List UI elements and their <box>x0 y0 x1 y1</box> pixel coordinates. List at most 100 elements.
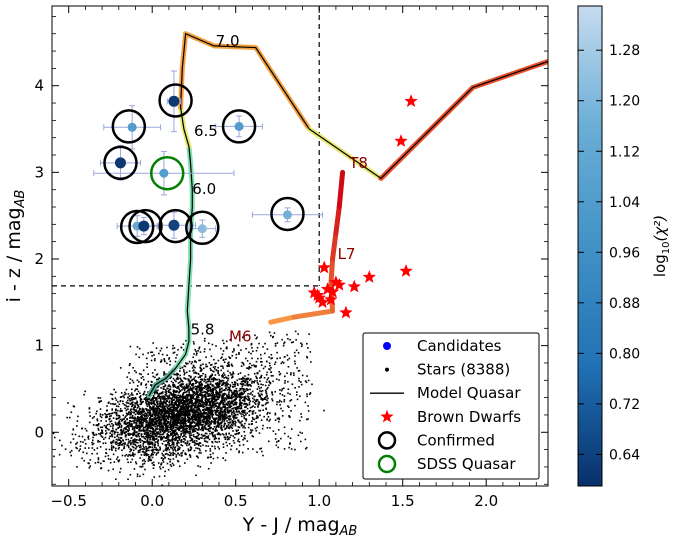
field-star <box>125 434 127 437</box>
field-star <box>117 423 120 426</box>
field-star <box>182 411 185 414</box>
field-star <box>139 444 142 447</box>
field-star <box>180 427 183 429</box>
field-star <box>214 403 217 406</box>
field-star <box>169 439 172 442</box>
field-star <box>306 355 308 358</box>
field-star <box>123 431 125 434</box>
field-star <box>161 429 164 431</box>
field-star <box>251 423 253 425</box>
field-star <box>188 405 191 408</box>
field-star <box>188 384 191 386</box>
field-star <box>260 447 263 450</box>
field-star <box>183 377 185 379</box>
field-star <box>174 360 177 363</box>
field-star <box>227 406 230 408</box>
field-star <box>208 418 211 420</box>
field-star <box>162 427 164 430</box>
field-star <box>142 411 144 414</box>
field-star <box>197 396 200 399</box>
field-star <box>180 419 183 421</box>
field-star <box>291 341 293 344</box>
field-star <box>161 415 163 418</box>
field-star <box>159 466 161 468</box>
field-star <box>189 376 192 379</box>
stars-scatter <box>52 330 325 486</box>
field-star <box>237 438 240 441</box>
field-star <box>179 367 182 370</box>
field-star <box>130 416 133 419</box>
field-star <box>185 399 188 402</box>
field-star <box>146 431 149 434</box>
field-star <box>205 411 208 414</box>
field-star <box>134 396 137 399</box>
field-star <box>109 432 111 434</box>
field-star <box>199 423 202 426</box>
field-star <box>160 423 162 426</box>
field-star <box>187 398 190 401</box>
field-star <box>192 341 195 343</box>
field-star <box>238 411 240 413</box>
field-star <box>178 400 181 402</box>
field-star <box>210 420 213 422</box>
field-star <box>96 452 98 455</box>
field-star <box>130 443 132 446</box>
field-star <box>127 478 129 481</box>
field-star <box>129 450 131 453</box>
field-star <box>198 424 200 426</box>
field-star <box>79 445 82 447</box>
field-star <box>172 386 175 388</box>
field-star <box>132 449 135 452</box>
field-star <box>117 448 120 450</box>
field-star <box>230 405 233 408</box>
field-star <box>105 430 107 432</box>
field-star <box>162 416 165 419</box>
field-star <box>251 435 254 437</box>
field-star <box>247 384 250 387</box>
field-star <box>217 423 219 426</box>
field-star <box>206 420 209 423</box>
field-star <box>266 401 269 404</box>
field-star <box>208 398 211 400</box>
field-star <box>163 371 165 373</box>
field-star <box>186 444 188 447</box>
field-star <box>240 415 243 418</box>
field-star <box>228 442 231 445</box>
field-star <box>244 406 246 409</box>
field-star <box>213 418 215 420</box>
field-star <box>177 421 180 423</box>
field-star <box>212 428 214 430</box>
field-star <box>166 429 169 432</box>
field-star <box>118 446 120 449</box>
field-star <box>129 454 132 457</box>
field-star <box>178 465 181 467</box>
field-star <box>201 379 204 381</box>
field-star <box>199 376 202 378</box>
field-star <box>195 402 197 405</box>
field-star <box>167 418 170 421</box>
field-star <box>181 399 184 401</box>
field-star <box>196 390 198 393</box>
field-star <box>282 387 285 390</box>
field-star <box>202 409 205 412</box>
field-star <box>142 378 145 381</box>
field-star <box>235 448 238 450</box>
field-star <box>184 410 186 412</box>
field-star <box>166 362 168 365</box>
field-star <box>257 406 259 408</box>
field-star <box>205 388 208 391</box>
field-star <box>172 389 175 392</box>
field-star <box>160 359 163 361</box>
field-star <box>117 444 120 447</box>
field-star <box>146 405 149 408</box>
field-star <box>99 397 102 399</box>
field-star <box>305 418 308 421</box>
field-star <box>212 379 215 382</box>
field-star <box>136 420 139 423</box>
field-star <box>175 436 177 438</box>
field-star <box>227 386 230 389</box>
field-star <box>269 382 272 385</box>
field-star <box>190 362 193 365</box>
field-star <box>142 393 144 396</box>
field-star <box>142 473 145 476</box>
